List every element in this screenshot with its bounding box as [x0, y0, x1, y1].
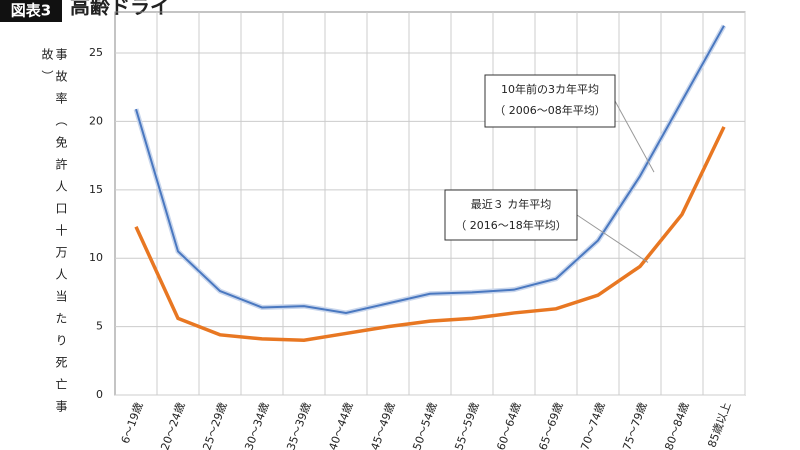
- legend-note: （ 2006～08年平均）: [494, 103, 606, 117]
- series-line: [135, 25, 725, 314]
- legend-label: 最近３ カ年平均: [471, 197, 552, 211]
- plot-area: [114, 11, 746, 396]
- y-tick-label: 5: [96, 320, 103, 333]
- x-tick-label: 25～29歳: [200, 401, 229, 450]
- x-tick-label: 45～49歳: [368, 401, 397, 450]
- x-tick-label: 55～59歳: [452, 401, 481, 450]
- y-tick-label: 20: [89, 114, 103, 127]
- x-tick-label: 60～64歳: [494, 401, 523, 450]
- x-tick-label: 6～19歳: [119, 401, 146, 446]
- x-tick-label: 30～34歳: [242, 401, 271, 450]
- x-tick-label: 70～74歳: [578, 401, 607, 450]
- badge: 図表3: [11, 2, 51, 20]
- legend-note: （ 2016～18年平均）: [455, 218, 567, 232]
- annotation-box: [444, 189, 578, 241]
- leader-line: [576, 214, 649, 263]
- x-tick-label: 40～44歳: [326, 401, 355, 450]
- chart-title: 高齢ドライ: [70, 0, 170, 19]
- badge-bg: [0, 0, 62, 22]
- y-tick-label: 0: [96, 388, 103, 401]
- x-tick-label: 65～69歳: [536, 401, 565, 450]
- y-tick-label: 15: [89, 183, 103, 196]
- x-tick-label: 75～79歳: [620, 401, 649, 450]
- x-tick-label: 20～24歳: [158, 401, 187, 450]
- y-axis-label: 事故率（免許人口十万人当たり死亡事故）: [40, 48, 68, 422]
- x-tick-label: 35～39歳: [284, 401, 313, 450]
- y-tick-label: 10: [89, 251, 103, 264]
- x-tick-label: 80～84歳: [662, 401, 691, 450]
- leader-line: [614, 100, 655, 173]
- x-tick-label: 50～54歳: [410, 401, 439, 450]
- y-tick-label: 25: [89, 46, 103, 59]
- series-line: [134, 126, 726, 343]
- legend-label: 10年前の3カ年平均: [501, 82, 599, 96]
- annotation-box: [484, 74, 616, 128]
- x-tick-label: 85歳以上: [705, 401, 733, 450]
